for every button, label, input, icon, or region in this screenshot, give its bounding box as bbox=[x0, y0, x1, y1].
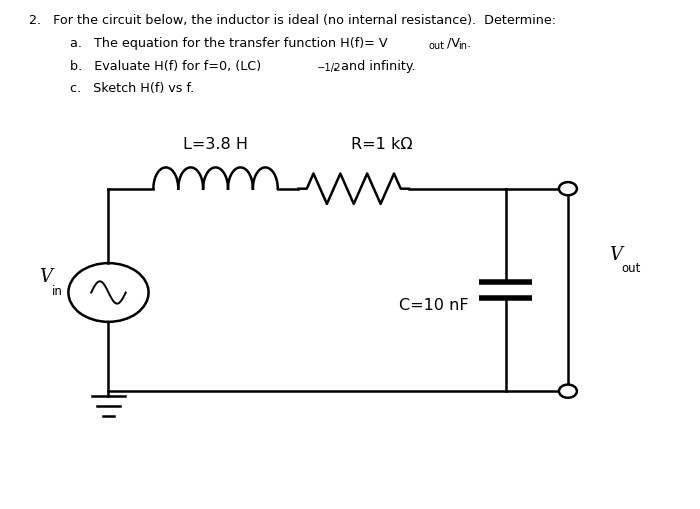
Circle shape bbox=[559, 385, 577, 398]
Text: a.   The equation for the transfer function H(f)= V: a. The equation for the transfer functio… bbox=[71, 37, 388, 50]
Text: b.   Evaluate H(f) for f=0, (LC): b. Evaluate H(f) for f=0, (LC) bbox=[71, 60, 262, 73]
Text: /V: /V bbox=[447, 37, 460, 50]
Text: in: in bbox=[52, 285, 63, 298]
Text: V: V bbox=[610, 245, 622, 264]
Text: , and infinity.: , and infinity. bbox=[333, 60, 416, 73]
Text: −1/2: −1/2 bbox=[317, 63, 342, 73]
Text: C=10 nF: C=10 nF bbox=[399, 298, 468, 313]
Text: in: in bbox=[458, 41, 467, 51]
Text: out: out bbox=[622, 262, 641, 275]
Text: c.   Sketch H(f) vs f.: c. Sketch H(f) vs f. bbox=[71, 82, 195, 95]
Text: V: V bbox=[39, 268, 52, 286]
Circle shape bbox=[559, 182, 577, 195]
Text: R=1 kΩ: R=1 kΩ bbox=[351, 137, 412, 152]
Text: L=3.8 H: L=3.8 H bbox=[183, 137, 248, 152]
Text: .: . bbox=[467, 37, 471, 50]
Text: out: out bbox=[428, 41, 444, 51]
Text: 2.   For the circuit below, the inductor is ideal (no internal resistance).  Det: 2. For the circuit below, the inductor i… bbox=[29, 14, 556, 27]
